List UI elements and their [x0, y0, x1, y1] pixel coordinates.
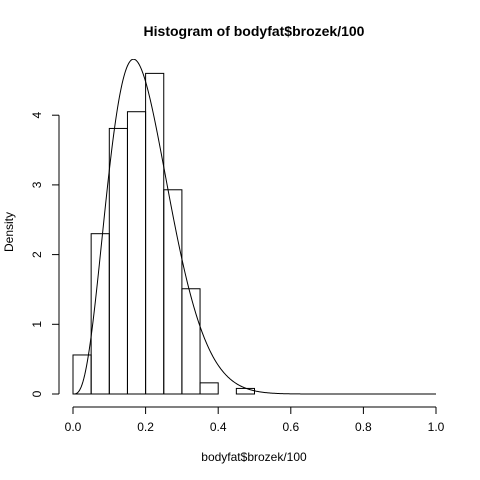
y-axis-label: Density [2, 212, 16, 252]
y-tick-label: 0 [30, 390, 44, 397]
x-tick-label: 0.0 [65, 420, 82, 434]
histogram-bar [235, 387, 256, 395]
x-tick-label: 0.4 [210, 420, 227, 434]
chart-title: Histogram of bodyfat$brozek/100 [144, 23, 365, 39]
x-tick-label: 1.0 [428, 420, 445, 434]
density-curve [72, 59, 436, 395]
histogram-bar [126, 111, 147, 395]
x-tick-label: 0.8 [355, 420, 372, 434]
density-curve-layer [72, 59, 436, 395]
y-tick-label: 1 [30, 321, 44, 328]
x-axis-label: bodyfat$brozek/100 [201, 450, 307, 464]
x-axis: 0.0 0.2 0.4 0.6 0.8 1.0 [65, 406, 445, 434]
y-axis: 0 1 2 3 4 [30, 112, 60, 397]
y-tick-label: 3 [30, 181, 44, 188]
histogram-bar [163, 189, 183, 395]
x-tick-label: 0.6 [282, 420, 299, 434]
x-tick-label: 0.2 [137, 420, 154, 434]
y-tick-label: 4 [30, 112, 44, 119]
histogram-bar [199, 382, 219, 395]
histogram-bars [72, 72, 256, 395]
y-tick-label: 2 [30, 251, 44, 258]
histogram-bar [72, 354, 92, 395]
histogram-bar [181, 288, 201, 395]
histogram-bar [108, 127, 128, 395]
